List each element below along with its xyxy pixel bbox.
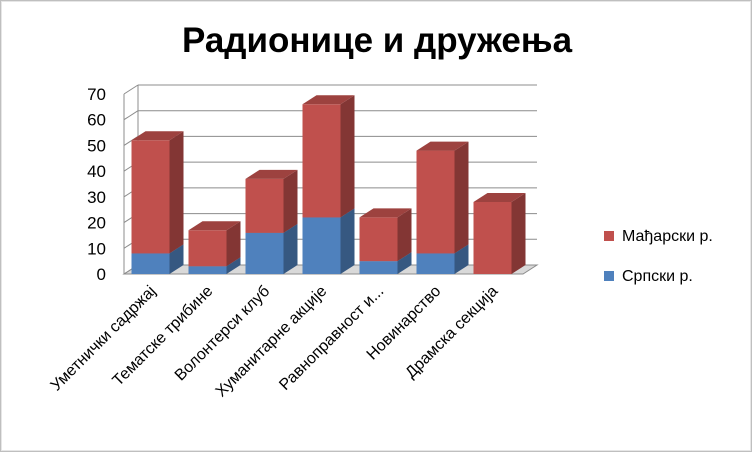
gridline-side: [123, 84, 139, 95]
legend-label: Српски р.: [622, 268, 693, 285]
x-tick-label: Волонтерси клуб: [172, 283, 274, 385]
bar-srpski-front: [416, 253, 455, 274]
bar-srpski-front: [131, 253, 170, 274]
bar-madjarski-side: [169, 131, 184, 254]
y-tick-label: 40: [87, 162, 106, 181]
bar-madjarski-side: [511, 193, 526, 274]
x-tick-label: Хуманитарне акције: [213, 283, 331, 401]
y-tick-label: 60: [87, 111, 106, 130]
bar-srpski-front: [245, 232, 284, 274]
y-tick-label: 0: [97, 265, 106, 284]
legend-label: Мађарски р.: [622, 228, 713, 245]
y-tick-label: 50: [87, 136, 106, 155]
y-tick-label: 10: [87, 239, 106, 258]
x-tick-label: Равноправност и...: [276, 283, 387, 394]
bar-madjarski-top: [416, 141, 469, 151]
bar-srpski-front: [188, 266, 227, 274]
y-tick-label: 30: [87, 188, 106, 207]
bar-madjarski-front: [359, 217, 398, 262]
bar-madjarski-side: [397, 208, 412, 262]
y-tick-label: 70: [87, 85, 106, 104]
bar-srpski-side: [340, 208, 355, 274]
bar-madjarski-top: [188, 221, 241, 231]
bar-madjarski-front: [302, 104, 341, 218]
bar-srpski-side: [226, 257, 241, 274]
bar-madjarski-top: [131, 131, 184, 141]
bar-madjarski-side: [340, 95, 355, 218]
bar-madjarski-front: [416, 150, 455, 254]
bar-srpski-front: [359, 261, 398, 274]
bar-madjarski-front: [473, 202, 512, 274]
bar-madjarski-side: [283, 169, 298, 233]
y-tick-label: 20: [87, 214, 106, 233]
x-tick-label: Уметнички садржај: [48, 283, 160, 395]
x-tick-label: Тематске трибине: [110, 283, 217, 390]
bar-madjarski-side: [454, 141, 469, 254]
bar-madjarski-top: [473, 193, 526, 202]
bar-madjarski-side: [226, 221, 241, 267]
bar-madjarski-front: [188, 230, 227, 267]
gridline-side: [123, 110, 139, 121]
bar-madjarski-top: [302, 95, 355, 105]
bar-madjarski-front: [245, 178, 284, 233]
bar-srpski-side: [454, 244, 469, 274]
bar-srpski-side: [397, 252, 412, 274]
legend-swatch: [604, 231, 614, 241]
bar-srpski-front: [302, 217, 341, 274]
legend-swatch: [604, 271, 614, 281]
bar-madjarski-top: [245, 169, 298, 179]
chart-title: Радионице и дружења: [181, 21, 573, 60]
bar-srpski-side: [283, 223, 298, 274]
bar-madjarski-top: [359, 208, 412, 218]
bar-srpski-side: [169, 244, 184, 274]
bar-madjarski-front: [131, 140, 170, 254]
